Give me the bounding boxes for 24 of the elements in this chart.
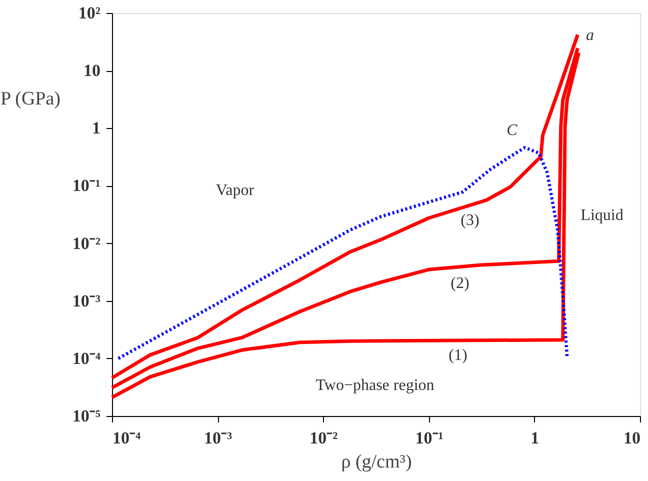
annotation: (2) <box>450 275 470 292</box>
y-tick-label: 1 <box>92 118 100 138</box>
x-tick-label: 10⁻⁴ <box>112 428 141 448</box>
y-tick-label: 10⁻² <box>72 234 100 253</box>
x-tick-label: 10 <box>624 428 640 448</box>
y-tick-label: 10 <box>84 61 100 80</box>
y-tick-label: 10² <box>78 4 100 22</box>
annotation: (1) <box>448 347 468 364</box>
x-tick-label: 10⁻² <box>310 428 338 448</box>
annotation: Two−phase region <box>316 377 434 394</box>
y-tick-label: 10⁻¹ <box>72 176 100 196</box>
annotation: a <box>586 27 594 44</box>
y-axis-title: P (GPa) <box>0 88 60 110</box>
y-tick-label: 10⁻⁴ <box>72 348 100 368</box>
x-tick-label: 10⁻¹ <box>415 428 444 448</box>
y-tick-label: 10⁻⁵ <box>72 406 100 426</box>
x-axis-title: ρ (g/cm³) <box>341 452 412 472</box>
x-tick-label: 10⁻³ <box>204 428 232 448</box>
annotation: Liquid <box>580 207 624 224</box>
annotation: (3) <box>460 212 480 229</box>
y-tick-label: 10⁻³ <box>72 291 100 310</box>
x-tick-label: 1 <box>530 428 540 448</box>
annotation: C <box>506 122 518 139</box>
annotation: Vapor <box>216 182 255 199</box>
